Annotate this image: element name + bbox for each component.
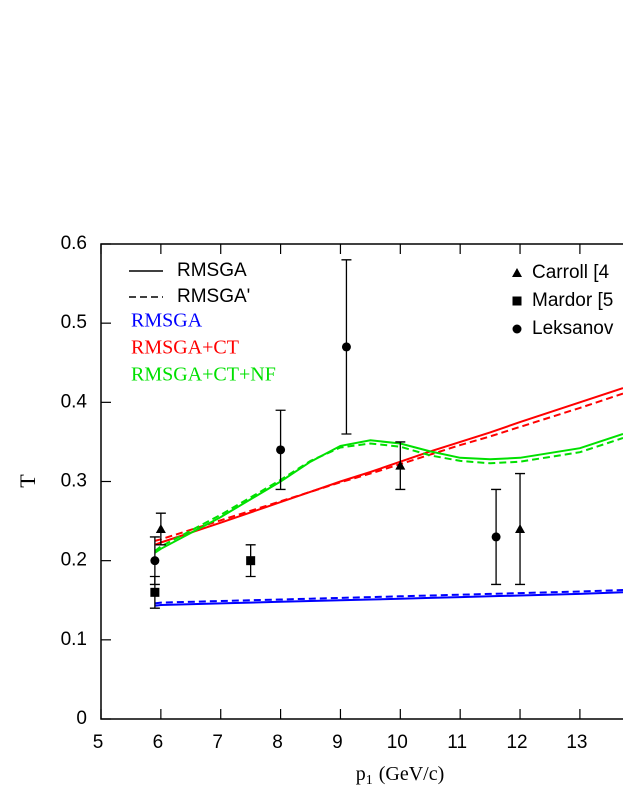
legend-label: RMSGA+CT+NF bbox=[131, 364, 276, 386]
y-axis-label: T bbox=[15, 474, 40, 488]
x-tick-label: 6 bbox=[153, 732, 164, 753]
y-tick-label: 0.6 bbox=[61, 233, 87, 254]
x-tick-label: 11 bbox=[447, 732, 467, 753]
marker-triangle bbox=[395, 460, 406, 470]
model-curve bbox=[154, 591, 623, 607]
x-tick-label: 12 bbox=[506, 732, 527, 753]
y-tick-label: 0 bbox=[76, 708, 87, 729]
marker-square bbox=[512, 296, 522, 306]
legend-label: RMSGA+CT bbox=[131, 337, 239, 359]
x-axis-label: p1 (GeV/c) bbox=[356, 763, 445, 789]
legend-label: Carroll [4 bbox=[532, 262, 610, 283]
model-curve-dashed bbox=[154, 589, 623, 605]
y-tick-label: 0.5 bbox=[61, 312, 87, 333]
marker-square bbox=[150, 587, 160, 597]
marker-triangle bbox=[515, 524, 526, 533]
marker-circle bbox=[150, 556, 160, 566]
x-tick-label: 13 bbox=[566, 732, 587, 753]
x-tick-label: 5 bbox=[93, 732, 104, 753]
marker-circle bbox=[491, 532, 501, 542]
marker-square bbox=[246, 556, 256, 566]
x-label-unit: (GeV/c) bbox=[379, 763, 445, 785]
marker-circle bbox=[341, 342, 351, 352]
legend-label: Mardor [5 bbox=[532, 290, 613, 311]
x-tick-label: 8 bbox=[272, 732, 283, 753]
marker-triangle bbox=[512, 268, 522, 277]
model-curve bbox=[154, 433, 623, 554]
legend-label: RMSGA' bbox=[177, 286, 250, 307]
x-tick-label: 9 bbox=[332, 732, 343, 753]
y-tick-label: 0.2 bbox=[61, 550, 87, 571]
y-tick-label: 0.3 bbox=[61, 471, 87, 492]
model-curve-dashed bbox=[154, 437, 623, 552]
marker-circle bbox=[512, 324, 522, 334]
x-tick-label: 7 bbox=[212, 732, 223, 753]
legend-label: RMSGA bbox=[177, 260, 247, 281]
legend-label: RMSGA bbox=[131, 310, 203, 332]
x-label-main: p bbox=[356, 763, 366, 785]
marker-circle bbox=[276, 445, 286, 455]
x-label-sub: 1 bbox=[366, 773, 373, 788]
legend-label: Leksanov bbox=[532, 318, 614, 339]
y-tick-label: 0.4 bbox=[61, 391, 88, 412]
y-tick-label: 0.1 bbox=[61, 629, 87, 650]
model-curve bbox=[154, 387, 623, 546]
marker-triangle bbox=[155, 524, 166, 533]
model-curve-dashed bbox=[154, 392, 623, 542]
x-tick-label: 10 bbox=[387, 732, 408, 753]
